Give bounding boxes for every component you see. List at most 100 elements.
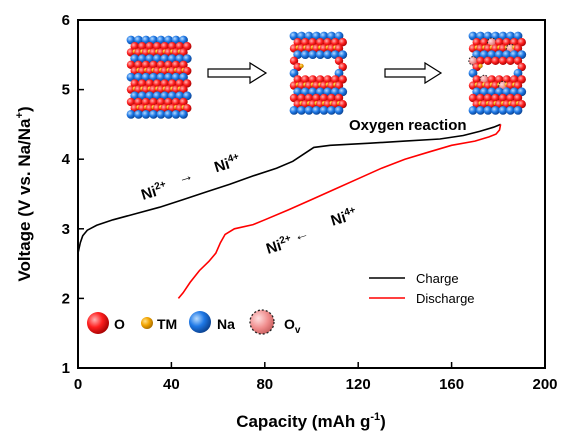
oxygen-atom: [334, 93, 344, 103]
sodium-atom: [182, 91, 192, 101]
oxygen-atom: [517, 38, 526, 47]
sodium-atom: [323, 50, 333, 59]
oxygen-atom: [175, 79, 184, 88]
oxygen-atom: [149, 97, 158, 107]
sodium-atom: [297, 31, 306, 41]
sodium-atom: [293, 87, 303, 97]
sodium-atom: [300, 87, 310, 97]
sodium-atom: [491, 31, 500, 41]
sodium-atom: [334, 31, 344, 41]
sodium-atom: [319, 106, 329, 115]
x-tick-label: 160: [439, 376, 464, 393]
oxygen-atom: [483, 93, 493, 103]
sodium-atom: [513, 31, 523, 41]
sodium-atom: [171, 110, 181, 119]
oxygen-atom: [517, 62, 526, 72]
sodium-atom: [327, 106, 336, 115]
oxygen-atom: [179, 97, 188, 107]
oxygen-atom: [495, 38, 504, 47]
sodium-atom: [498, 106, 508, 115]
sodium-atom: [513, 68, 523, 78]
sodium-atom: [483, 31, 493, 41]
oxygen-atom: [175, 42, 184, 51]
oxygen-atom: [510, 75, 519, 84]
oxygen-atom: [498, 56, 508, 65]
sodium-atom: [491, 106, 500, 115]
oxygen-atom: [145, 79, 154, 88]
oxygen-atom: [487, 75, 496, 84]
oxygen-atom: [323, 38, 332, 47]
atom-key-o-label: O: [114, 316, 125, 332]
oxygen-atom: [183, 104, 192, 113]
oxygen-atom: [334, 44, 344, 53]
sodium-atom: [141, 110, 151, 119]
sodium-atom: [330, 50, 340, 59]
sodium-atom: [152, 91, 162, 101]
oxygen-atom: [141, 97, 151, 107]
oxygen-atom: [168, 42, 177, 51]
sodium-atom: [179, 110, 188, 119]
sodium-atom: [476, 106, 485, 115]
sodium-atom: [134, 110, 143, 119]
sodium-atom: [312, 31, 321, 41]
legend-charge-label: Charge: [416, 271, 459, 286]
y-tick-label: 4: [62, 151, 71, 168]
sodium-atom: [149, 110, 158, 119]
sodium-atom: [167, 54, 177, 63]
legend-discharge-label: Discharge: [416, 291, 475, 306]
svg-text:Ni2+: Ni2+: [139, 179, 170, 204]
sodium-atom: [297, 106, 306, 115]
sodium-atom: [483, 106, 493, 115]
oxygen-atom: [289, 93, 299, 103]
layered-structure-pristine: [126, 35, 192, 119]
atom-key-ov-label: Ov: [284, 316, 301, 336]
oxygen-atom: [319, 93, 329, 103]
sodium-atom: [164, 110, 173, 119]
sodium-atom: [145, 91, 155, 101]
sodium-atom: [167, 91, 177, 101]
oxygen-atom: [308, 75, 317, 84]
sodium-atom: [498, 31, 508, 41]
sodium-atom: [315, 50, 325, 59]
oxygen-atom: [160, 42, 169, 51]
sodium-atom: [315, 87, 325, 97]
plot-frame: [77, 19, 546, 369]
oxygen-atom: [331, 75, 340, 84]
sodium-atom: [149, 72, 158, 82]
sodium-atom: [334, 68, 344, 78]
sodium-atom: [179, 35, 188, 45]
sodium-atom: [289, 31, 299, 41]
atom-key-na-label: Na: [217, 316, 235, 332]
sodium-atom: [506, 31, 515, 41]
sodium-atom: [137, 54, 147, 63]
oxygen-atom: [126, 60, 136, 69]
sodium-atom: [164, 72, 173, 82]
oxygen-atom: [513, 93, 523, 103]
oxygen-atom: [495, 75, 504, 84]
sodium-atom: [145, 54, 155, 63]
sodium-atom: [502, 87, 512, 97]
sodium-atom: [304, 31, 314, 41]
oxygen-atom: [338, 62, 347, 72]
sodium-atom: [323, 87, 333, 97]
svg-text:Ni4+: Ni4+: [329, 205, 360, 230]
oxygen-atom: [171, 60, 181, 69]
svg-text:Ni4+: Ni4+: [212, 151, 243, 176]
sodium-atom: [494, 50, 504, 59]
sodium-atom: [472, 87, 482, 97]
oxygen-atom-icon: [87, 312, 109, 334]
oxygen-atom: [502, 38, 511, 47]
oxygen-atom: [513, 56, 523, 65]
oxygen-atom: [331, 38, 340, 47]
discharge-curve: [177, 124, 502, 299]
sodium-atom: [330, 87, 340, 97]
oxygen-atom: [334, 81, 344, 90]
transition-metal-atom-icon: [141, 317, 153, 329]
sodium-atom: [126, 35, 136, 45]
sodium-atom: [472, 50, 482, 59]
oxygen-atom: [153, 42, 162, 51]
oxygen-atom: [156, 60, 166, 69]
oxygen-atom: [168, 79, 177, 88]
sodium-atom: [506, 106, 515, 115]
